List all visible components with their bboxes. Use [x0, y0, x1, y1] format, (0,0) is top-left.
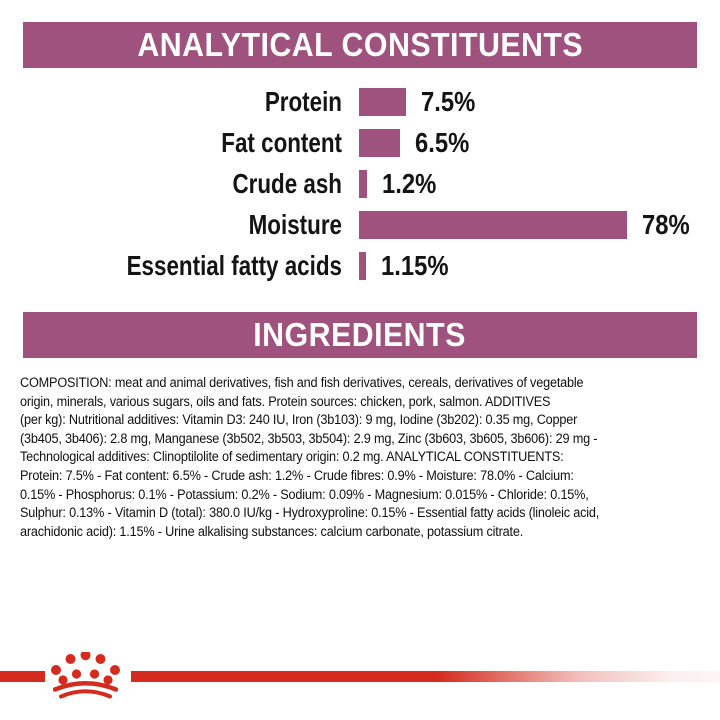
chart-category-label: Essential fatty acids	[126, 250, 343, 281]
paragraph-line: Protein: 7.5% - Fat content: 6.5% - Crud…	[20, 467, 574, 483]
footer-stripe-left	[0, 671, 45, 682]
chart-row: Essential fatty acids 1.15%	[0, 250, 720, 281]
chart-row: Fat content 6.5%	[0, 127, 720, 158]
chart-bar	[359, 211, 627, 239]
chart-category-label: Fat content	[221, 127, 342, 158]
paragraph-line: origin, minerals, various sugars, oils a…	[20, 393, 551, 409]
paragraph-line: 0.15% - Phosphorus: 0.1% - Potassium: 0.…	[20, 486, 589, 502]
ingredients-banner: INGREDIENTS	[23, 312, 697, 358]
chart-category-label: Protein	[264, 86, 342, 117]
paragraph-line: COMPOSITION: meat and animal derivatives…	[20, 375, 584, 390]
paragraph-line: (per kg): Nutritional additives: Vitamin…	[20, 412, 578, 428]
analytical-constituents-title: ANALYTICAL CONSTITUENTS	[137, 26, 583, 63]
chart-bar	[359, 129, 400, 157]
paragraph-line: (3b405, 3b406): 2.8 mg, Manganese (3b502…	[20, 430, 598, 446]
chart-bar	[359, 170, 367, 198]
royal-canin-crown-icon	[51, 652, 120, 699]
chart-bar	[359, 252, 367, 280]
chart-row: Protein 7.5%	[0, 86, 720, 117]
chart-value-label: 7.5%	[421, 86, 476, 117]
chart-value-label: 1.15%	[381, 250, 449, 281]
footer-stripe-right	[131, 671, 720, 682]
chart-row: Moisture 78%	[0, 209, 720, 240]
chart-category-label: Moisture	[248, 209, 342, 240]
chart-value-label: 78%	[642, 209, 690, 240]
paragraph-line: Technological additives: Clinoptilolite …	[20, 449, 564, 465]
chart-value-label: 6.5%	[414, 127, 470, 158]
chart-row: Crude ash 1.2%	[0, 168, 720, 199]
paragraph-line: Sulphur: 0.13% - Vitamin D (total): 380.…	[20, 505, 600, 521]
chart-value-label: 1.2%	[381, 168, 436, 199]
chart-category-label: Crude ash	[232, 168, 342, 199]
ingredients-title: INGREDIENTS	[253, 316, 467, 353]
composition-paragraph: COMPOSITION: meat and animal derivatives…	[20, 374, 710, 541]
chart-bar	[359, 88, 407, 116]
analytical-constituents-banner: ANALYTICAL CONSTITUENTS	[23, 22, 697, 68]
paragraph-line: arachidonic acid): 1.15% - Urine alkalis…	[20, 523, 524, 539]
bar-chart: Protein 7.5% Fat content 6.5% Crude ash …	[0, 86, 720, 293]
